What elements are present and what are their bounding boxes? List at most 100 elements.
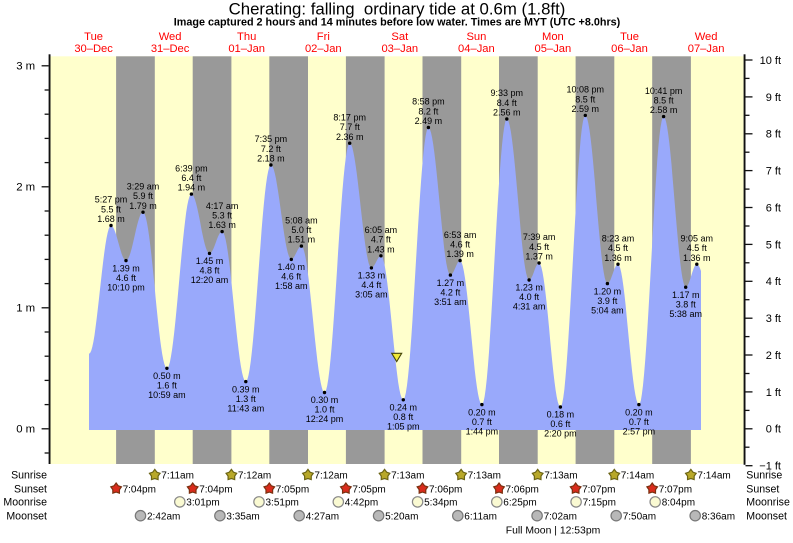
- svg-text:7:05pm: 7:05pm: [276, 484, 309, 495]
- svg-text:7:13am: 7:13am: [391, 471, 424, 482]
- svg-text:4 ft: 4 ft: [766, 276, 781, 288]
- svg-text:3.9 ft: 3.9 ft: [597, 296, 618, 306]
- svg-text:7:13am: 7:13am: [468, 471, 501, 482]
- svg-text:4.5 ft: 4.5 ft: [529, 242, 550, 252]
- svg-text:7:12am: 7:12am: [314, 471, 347, 482]
- svg-text:0.50 m: 0.50 m: [153, 371, 181, 381]
- svg-text:7:35 pm: 7:35 pm: [255, 134, 288, 144]
- svg-text:4.6 ft: 4.6 ft: [281, 272, 302, 282]
- svg-text:2.36 m: 2.36 m: [336, 132, 364, 142]
- svg-text:5 ft: 5 ft: [766, 239, 781, 251]
- svg-text:12:24 pm: 12:24 pm: [306, 414, 344, 424]
- svg-text:1 ft: 1 ft: [766, 387, 781, 399]
- svg-text:1.63 m: 1.63 m: [208, 220, 236, 230]
- svg-text:1.37 m: 1.37 m: [525, 252, 553, 262]
- svg-text:7.7 ft: 7.7 ft: [340, 122, 361, 132]
- svg-text:6:53 am: 6:53 am: [444, 230, 477, 240]
- svg-text:Tue: Tue: [620, 31, 639, 43]
- svg-text:7:13am: 7:13am: [544, 471, 577, 482]
- svg-text:2.56 m: 2.56 m: [493, 108, 521, 118]
- svg-text:4:17 am: 4:17 am: [206, 201, 239, 211]
- svg-text:2:57 pm: 2:57 pm: [623, 426, 656, 436]
- svg-text:1.43 m: 1.43 m: [367, 244, 395, 254]
- svg-text:Full Moon | 12:53pm: Full Moon | 12:53pm: [506, 525, 601, 536]
- svg-text:7:12am: 7:12am: [238, 471, 271, 482]
- svg-text:01–Jan: 01–Jan: [228, 43, 265, 55]
- svg-text:1.27 m: 1.27 m: [437, 278, 465, 288]
- svg-text:0.24 m: 0.24 m: [390, 403, 418, 413]
- svg-text:31–Dec: 31–Dec: [151, 43, 190, 55]
- svg-text:5:27 pm: 5:27 pm: [95, 195, 128, 205]
- svg-text:5:20am: 5:20am: [385, 511, 418, 522]
- svg-text:2:42am: 2:42am: [147, 511, 180, 522]
- svg-text:Sunrise: Sunrise: [11, 470, 47, 482]
- svg-text:4.5 ft: 4.5 ft: [608, 243, 629, 253]
- svg-text:8.2 ft: 8.2 ft: [418, 106, 439, 116]
- svg-text:6 ft: 6 ft: [766, 202, 781, 214]
- svg-text:12:20 am: 12:20 am: [191, 275, 229, 285]
- svg-text:30–Dec: 30–Dec: [74, 43, 113, 55]
- svg-text:7:14am: 7:14am: [697, 471, 730, 482]
- svg-text:1 m: 1 m: [16, 303, 35, 315]
- svg-text:7:07pm: 7:07pm: [659, 484, 692, 495]
- svg-text:Wed: Wed: [159, 31, 182, 43]
- svg-text:8.4 ft: 8.4 ft: [497, 98, 518, 108]
- svg-text:3:01pm: 3:01pm: [186, 498, 219, 509]
- svg-text:8:58 pm: 8:58 pm: [412, 97, 445, 107]
- svg-text:4.6 ft: 4.6 ft: [116, 273, 137, 283]
- svg-text:2 ft: 2 ft: [766, 350, 781, 362]
- svg-text:Sunset: Sunset: [14, 483, 47, 495]
- svg-text:1:44 pm: 1:44 pm: [466, 426, 499, 436]
- svg-text:04–Jan: 04–Jan: [458, 43, 495, 55]
- svg-text:1.17 m: 1.17 m: [672, 290, 700, 300]
- svg-text:9:05 am: 9:05 am: [681, 233, 714, 243]
- svg-text:5.5 ft: 5.5 ft: [101, 204, 122, 214]
- svg-text:5.0 ft: 5.0 ft: [291, 225, 312, 235]
- svg-text:7:11am: 7:11am: [161, 471, 194, 482]
- svg-text:Image captured 2 hours and 14: Image captured 2 hours and 14 minutes be…: [174, 17, 621, 29]
- svg-text:3:51 am: 3:51 am: [434, 297, 467, 307]
- svg-text:5:04 am: 5:04 am: [591, 305, 624, 315]
- svg-text:1.79 m: 1.79 m: [129, 201, 157, 211]
- svg-text:2:20 pm: 2:20 pm: [544, 429, 577, 439]
- svg-text:5:34pm: 5:34pm: [424, 498, 457, 509]
- svg-text:3 m: 3 m: [16, 61, 35, 73]
- svg-text:Moonset: Moonset: [6, 510, 47, 522]
- svg-text:7:07pm: 7:07pm: [582, 484, 615, 495]
- svg-text:Thu: Thu: [237, 31, 256, 43]
- svg-text:1.51 m: 1.51 m: [288, 235, 316, 245]
- svg-text:7:02am: 7:02am: [544, 511, 577, 522]
- svg-text:11:43 am: 11:43 am: [227, 403, 264, 413]
- svg-text:3 ft: 3 ft: [766, 313, 781, 325]
- svg-text:Fri: Fri: [317, 31, 330, 43]
- svg-text:1.33 m: 1.33 m: [358, 271, 386, 281]
- svg-text:02–Jan: 02–Jan: [305, 43, 342, 55]
- svg-text:2.58 m: 2.58 m: [650, 105, 678, 115]
- svg-text:6:11am: 6:11am: [464, 511, 497, 522]
- svg-text:4:27am: 4:27am: [306, 511, 339, 522]
- svg-text:Moonset: Moonset: [746, 510, 787, 522]
- svg-text:7:05pm: 7:05pm: [352, 484, 385, 495]
- svg-text:4.7 ft: 4.7 ft: [371, 235, 392, 245]
- svg-text:Mon: Mon: [542, 31, 564, 43]
- svg-text:8.5 ft: 8.5 ft: [575, 94, 596, 104]
- svg-text:5.9 ft: 5.9 ft: [133, 191, 154, 201]
- svg-text:Tue: Tue: [84, 31, 103, 43]
- svg-text:7:04pm: 7:04pm: [199, 484, 232, 495]
- svg-text:0.20 m: 0.20 m: [625, 407, 653, 417]
- svg-text:0.7 ft: 0.7 ft: [629, 417, 650, 427]
- svg-text:7:04pm: 7:04pm: [123, 484, 156, 495]
- svg-text:7.2 ft: 7.2 ft: [261, 144, 282, 154]
- svg-text:Sun: Sun: [466, 31, 486, 43]
- svg-text:Sunrise: Sunrise: [746, 470, 782, 482]
- svg-text:7:14am: 7:14am: [621, 471, 654, 482]
- svg-text:7:15pm: 7:15pm: [583, 498, 616, 509]
- svg-text:4.6 ft: 4.6 ft: [450, 240, 471, 250]
- svg-text:7:50am: 7:50am: [623, 511, 656, 522]
- svg-text:−1 ft: −1 ft: [759, 461, 781, 473]
- svg-text:3:35am: 3:35am: [226, 511, 259, 522]
- svg-text:10:59 am: 10:59 am: [148, 390, 186, 400]
- svg-text:8:17 pm: 8:17 pm: [333, 112, 366, 122]
- svg-text:0.8 ft: 0.8 ft: [393, 412, 414, 422]
- svg-text:0.6 ft: 0.6 ft: [550, 419, 571, 429]
